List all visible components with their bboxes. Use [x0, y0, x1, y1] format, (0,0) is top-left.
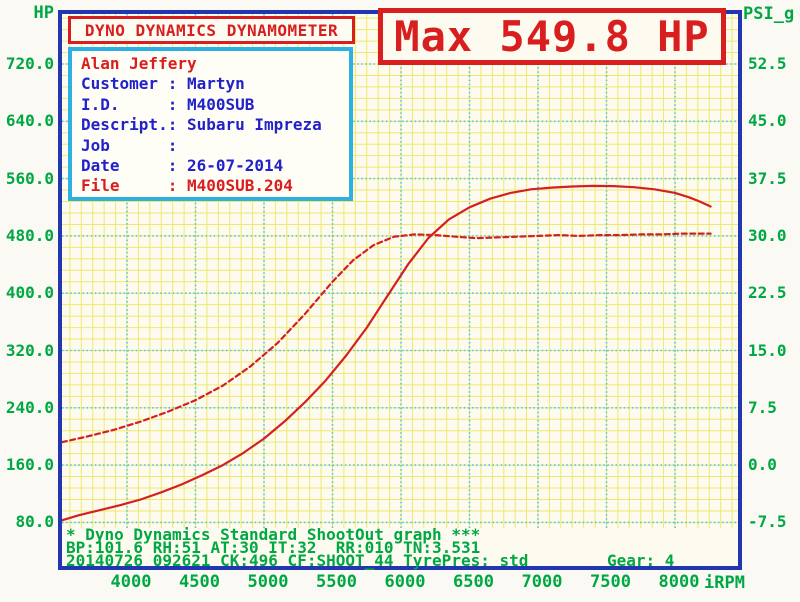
info-line-descript: Descript.: Subaru Impreza: [81, 115, 349, 135]
dynamometer-title: DYNO DYNAMICS DYNAMOMETER: [84, 20, 339, 40]
dynamometer-title-box: DYNO DYNAMICS DYNAMOMETER: [68, 16, 355, 44]
left-axis-tick: 80.0: [15, 512, 54, 532]
info-value: : M400SUB: [167, 94, 255, 114]
info-line-id: I.D. : M400SUB: [81, 95, 349, 115]
boost-curve: [62, 232, 712, 444]
status-row-3: 20140726 092621 CK:496 CF:SHOOT_44 TyreP…: [66, 551, 529, 570]
info-label: Customer: [81, 74, 159, 94]
left-axis-tick: 400.0: [5, 283, 54, 303]
right-axis-tick: 0.0: [748, 455, 777, 475]
status-row-1: * Dyno Dynamics Standard ShootOut graph …: [66, 525, 481, 544]
x-axis-unit-label: iRPM: [704, 573, 745, 593]
left-axis-tick: 240.0: [5, 397, 54, 417]
left-axis-title: HP: [33, 3, 54, 23]
info-label: Date: [81, 156, 120, 176]
x-axis-tick: 4500: [179, 572, 220, 592]
left-axis-tick: 560.0: [5, 168, 54, 188]
max-power-box: Max 549.8 HP: [378, 8, 726, 65]
info-value: : 26-07-2014: [167, 156, 284, 176]
plot-frame: * Dyno Dynamics Standard ShootOut graph …: [58, 10, 742, 570]
info-value: : Martyn: [167, 74, 245, 94]
info-value: :: [167, 135, 187, 155]
info-label: Job: [81, 135, 110, 155]
x-axis-tick: 7500: [590, 572, 631, 592]
right-axis-tick: 7.5: [748, 397, 777, 417]
left-axis-tick: 720.0: [5, 54, 54, 73]
x-axis-tick: 6000: [384, 572, 426, 592]
x-axis-tick: 8000: [658, 572, 700, 592]
status-row-2: BP:101.6 RH:51 AT:30 IT:32 RR:010 TN:3.5…: [66, 538, 481, 557]
info-line-file: File : M400SUB.204: [81, 176, 349, 196]
left-axis-tick: 320.0: [5, 340, 54, 360]
left-axis-tick: 640.0: [5, 111, 54, 131]
x-axis-tick: 6500: [453, 572, 494, 592]
info-label: File: [81, 176, 120, 196]
left-axis-tick: 480.0: [5, 225, 54, 245]
x-axis-tick: 5500: [316, 572, 357, 592]
info-line-job: Job:: [81, 136, 349, 156]
right-axis-tick: 45.0: [748, 111, 787, 131]
right-axis-tick: 52.5: [748, 54, 787, 73]
info-line-date: Date : 26-07-2014: [81, 156, 349, 176]
left-axis-tick: 160.0: [5, 455, 54, 475]
right-axis-tick: -7.5: [748, 512, 787, 532]
x-axis-tick: 5000: [247, 572, 289, 592]
info-value: : M400SUB.204: [167, 176, 293, 196]
right-axis-tick: 30.0: [748, 225, 787, 245]
x-axis-tick: 7000: [521, 572, 563, 592]
info-label: Descript.: [81, 115, 168, 135]
max-power-value: Max 549.8 HP: [394, 12, 710, 61]
info-line-owner: Alan Jeffery: [81, 54, 197, 73]
info-value: : Subaru Impreza: [167, 115, 322, 135]
right-axis-tick: 15.0: [748, 340, 787, 360]
info-line-customer: Customer : Martyn: [81, 74, 349, 94]
info-label: I.D.: [81, 94, 120, 114]
x-axis-tick: 4000: [110, 572, 152, 592]
hp-curve: [62, 184, 712, 522]
right-axis-tick: 22.5: [748, 283, 787, 303]
run-info-box: Alan Jeffery Customer : Martyn I.D. : M400SU…: [68, 47, 353, 201]
gear-indicator: Gear: 4: [607, 551, 675, 570]
right-axis-title: PSI_g: [743, 4, 795, 24]
right-axis-tick: 37.5: [748, 168, 787, 188]
